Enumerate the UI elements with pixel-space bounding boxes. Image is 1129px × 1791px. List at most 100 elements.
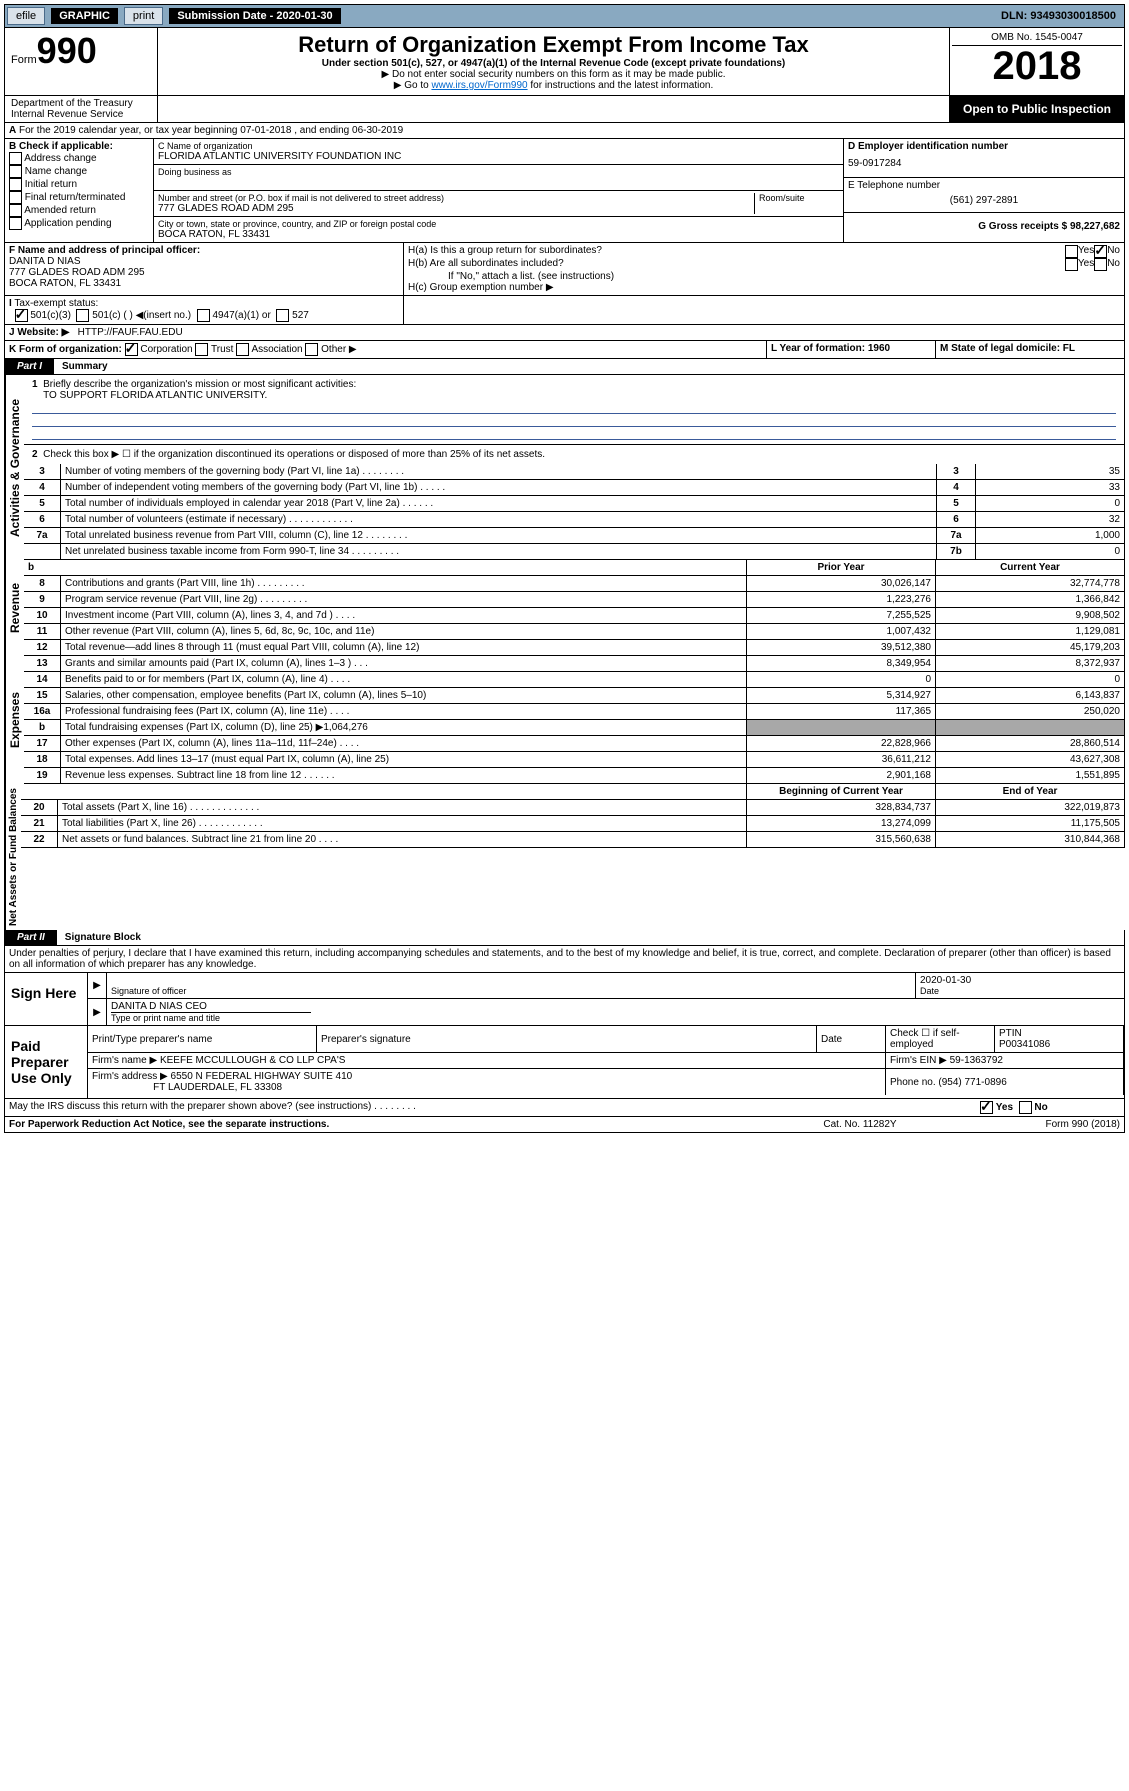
prep-sig-hdr: Preparer's signature [317, 1026, 817, 1053]
form-subtitle-3: ▶ Go to www.irs.gov/Form990 for instruct… [162, 80, 945, 91]
table-row: 21Total liabilities (Part X, line 26) . … [21, 816, 1125, 832]
prep-name-hdr: Print/Type preparer's name [88, 1026, 317, 1053]
section-b-label: B Check if applicable: [9, 141, 113, 152]
opt-527: 527 [292, 310, 309, 321]
sig-officer-label: Signature of officer [111, 986, 911, 996]
room-label: Room/suite [759, 193, 839, 203]
discuss-no[interactable] [1019, 1101, 1032, 1114]
discuss-no-label: No [1034, 1102, 1047, 1113]
officer-name: DANITA D NIAS [9, 256, 399, 267]
efile-button[interactable]: efile [7, 7, 45, 25]
initial-check[interactable] [9, 178, 22, 191]
table-row: 14Benefits paid to or for members (Part … [24, 672, 1125, 688]
opt-amended: Amended return [24, 205, 96, 216]
other-check[interactable] [305, 343, 318, 356]
opt-final: Final return/terminated [25, 192, 126, 203]
opt-initial: Initial return [25, 179, 77, 190]
phone-label: E Telephone number [848, 180, 1120, 191]
open-inspection: Open to Public Inspection [949, 96, 1124, 122]
4947-check[interactable] [197, 309, 210, 322]
form-subtitle-1: Under section 501(c), 527, or 4947(a)(1)… [162, 58, 945, 69]
ein-label: D Employer identification number [848, 141, 1008, 152]
part-i-header: Part I Summary [4, 359, 1125, 375]
discuss-yes-label: Yes [996, 1102, 1013, 1113]
hdr-end-year: End of Year [936, 784, 1125, 800]
form-number: 990 [37, 30, 97, 71]
table-row: 16aProfessional fundraising fees (Part I… [24, 704, 1125, 720]
officer-addr1: 777 GLADES ROAD ADM 295 [9, 267, 399, 278]
ha-yes[interactable] [1065, 245, 1078, 258]
sub3-pre: ▶ Go to [394, 80, 432, 91]
ha-label: H(a) Is this a group return for subordin… [408, 245, 1065, 258]
part-i-label: Part I [5, 359, 54, 374]
table-row: bTotal fundraising expenses (Part IX, co… [24, 720, 1125, 736]
table-row: 6Total number of volunteers (estimate if… [24, 512, 1125, 528]
table-row: Net unrelated business taxable income fr… [24, 544, 1125, 560]
table-row: 15Salaries, other compensation, employee… [24, 688, 1125, 704]
paid-preparer-label: Paid Preparer Use Only [5, 1026, 88, 1098]
firm-ein-label: Firm's EIN ▶ [890, 1055, 947, 1066]
final-check[interactable] [9, 191, 22, 204]
hb-no[interactable] [1094, 258, 1107, 271]
assoc-check[interactable] [236, 343, 249, 356]
ein-value: 59-0917284 [848, 152, 1120, 175]
hdr-current-year: Current Year [936, 560, 1125, 576]
discuss-text: May the IRS discuss this return with the… [9, 1101, 416, 1112]
pending-check[interactable] [9, 217, 22, 230]
hdr-begin-year: Beginning of Current Year [747, 784, 936, 800]
opt-addr-change: Address change [24, 153, 96, 164]
hb-note: If "No," attach a list. (see instruction… [408, 271, 1120, 282]
501c3-check[interactable] [15, 309, 28, 322]
ha-no-label: No [1107, 245, 1120, 258]
part-ii-header: Part II Signature Block [4, 930, 1125, 946]
self-emp-hdr: Check ☐ if self-employed [886, 1026, 995, 1053]
table-row: 19Revenue less expenses. Subtract line 1… [24, 768, 1125, 784]
table-row: 7aTotal unrelated business revenue from … [24, 528, 1125, 544]
opt-other: Other ▶ [321, 344, 356, 355]
activities-table: 3Number of voting members of the governi… [24, 464, 1125, 560]
sign-here-block: Sign Here ▶ Signature of officer 2020-01… [4, 973, 1125, 1026]
name-change-check[interactable] [9, 165, 22, 178]
table-row: 9Program service revenue (Part VIII, lin… [24, 592, 1125, 608]
prep-phone: Phone no. (954) 771-0896 [886, 1069, 1124, 1096]
form-subtitle-2: ▶ Do not enter social security numbers o… [162, 69, 945, 80]
firm-addr2: FT LAUDERDALE, FL 33308 [153, 1082, 282, 1093]
print-button[interactable]: print [124, 7, 163, 25]
table-row: 5Total number of individuals employed in… [24, 496, 1125, 512]
city-label: City or town, state or province, country… [158, 219, 839, 229]
website-value: HTTP://FAUF.FAU.EDU [78, 327, 183, 338]
table-row: 3Number of voting members of the governi… [24, 464, 1125, 480]
opt-pending: Application pending [24, 218, 111, 229]
city-value: BOCA RATON, FL 33431 [158, 229, 839, 240]
form-header: Form990 Return of Organization Exempt Fr… [4, 28, 1125, 96]
sidebar-net-assets: Net Assets or Fund Balances [5, 784, 21, 930]
hdr-prior-year: Prior Year [747, 560, 936, 576]
501c-check[interactable] [76, 309, 89, 322]
table-row: 18Total expenses. Add lines 13–17 (must … [24, 752, 1125, 768]
perjury-text: Under penalties of perjury, I declare th… [5, 946, 1124, 972]
trust-check[interactable] [195, 343, 208, 356]
table-row: 4Number of independent voting members of… [24, 480, 1125, 496]
firm-ein: 59-1363792 [950, 1055, 1003, 1066]
mission-text: TO SUPPORT FLORIDA ATLANTIC UNIVERSITY. [43, 390, 267, 401]
discuss-yes[interactable] [980, 1101, 993, 1114]
year-formation: L Year of formation: 1960 [771, 343, 890, 354]
tax-exempt-label: Tax-exempt status: [14, 298, 98, 309]
hb-yes[interactable] [1065, 258, 1078, 271]
527-check[interactable] [276, 309, 289, 322]
opt-501c3: 501(c)(3) [30, 310, 71, 321]
part-ii-title: Signature Block [57, 930, 149, 945]
firm-addr1: 6550 N FEDERAL HIGHWAY SUITE 410 [171, 1071, 353, 1082]
ptin-hdr: PTIN [999, 1028, 1022, 1039]
ha-no[interactable] [1094, 245, 1107, 258]
footer-left: For Paperwork Reduction Act Notice, see … [9, 1119, 760, 1130]
corp-check[interactable] [125, 343, 138, 356]
org-name-label: C Name of organization [158, 141, 839, 151]
amended-check[interactable] [9, 204, 22, 217]
prep-date-hdr: Date [817, 1026, 886, 1053]
part-i-title: Summary [54, 359, 116, 374]
instructions-link[interactable]: www.irs.gov/Form990 [431, 80, 527, 91]
addr-change-check[interactable] [9, 152, 22, 165]
graphic-label: GRAPHIC [51, 8, 118, 24]
part-ii-label: Part II [5, 930, 57, 945]
